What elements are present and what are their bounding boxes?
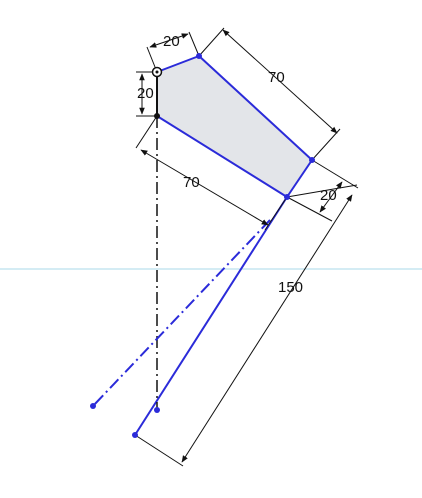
dimension-upper-length[interactable]: 70 bbox=[198, 27, 341, 161]
point-top-right[interactable] bbox=[196, 53, 202, 59]
profile-edge-top[interactable] bbox=[156, 55, 200, 73]
dimension-left-height[interactable]: 20 bbox=[136, 71, 157, 117]
diagonal-construction-line[interactable] bbox=[92, 219, 271, 407]
point-construction-end[interactable] bbox=[90, 403, 96, 409]
profile-edge-right[interactable] bbox=[286, 159, 313, 198]
fixed-point-icon[interactable] bbox=[151, 66, 163, 78]
long-sketch-line[interactable] bbox=[134, 196, 288, 436]
dimension-total-length-label: 150 bbox=[278, 279, 303, 296]
point-line-end[interactable] bbox=[132, 432, 138, 438]
dimension-top-width-label: 20 bbox=[163, 33, 180, 50]
dimension-top-width[interactable]: 20 bbox=[146, 31, 200, 73]
point-bottom-left[interactable] bbox=[154, 113, 160, 119]
dimension-total-length[interactable]: 150 bbox=[134, 184, 358, 467]
point-right-upper[interactable] bbox=[309, 157, 315, 163]
dimension-left-height-label: 20 bbox=[137, 85, 154, 102]
point-right-lower[interactable] bbox=[284, 194, 290, 200]
dimension-lower-length-label: 70 bbox=[183, 174, 200, 191]
dimension-upper-length-label: 70 bbox=[268, 69, 285, 86]
closed-profile-region[interactable] bbox=[157, 56, 312, 197]
point-centerline-end[interactable] bbox=[154, 407, 160, 413]
